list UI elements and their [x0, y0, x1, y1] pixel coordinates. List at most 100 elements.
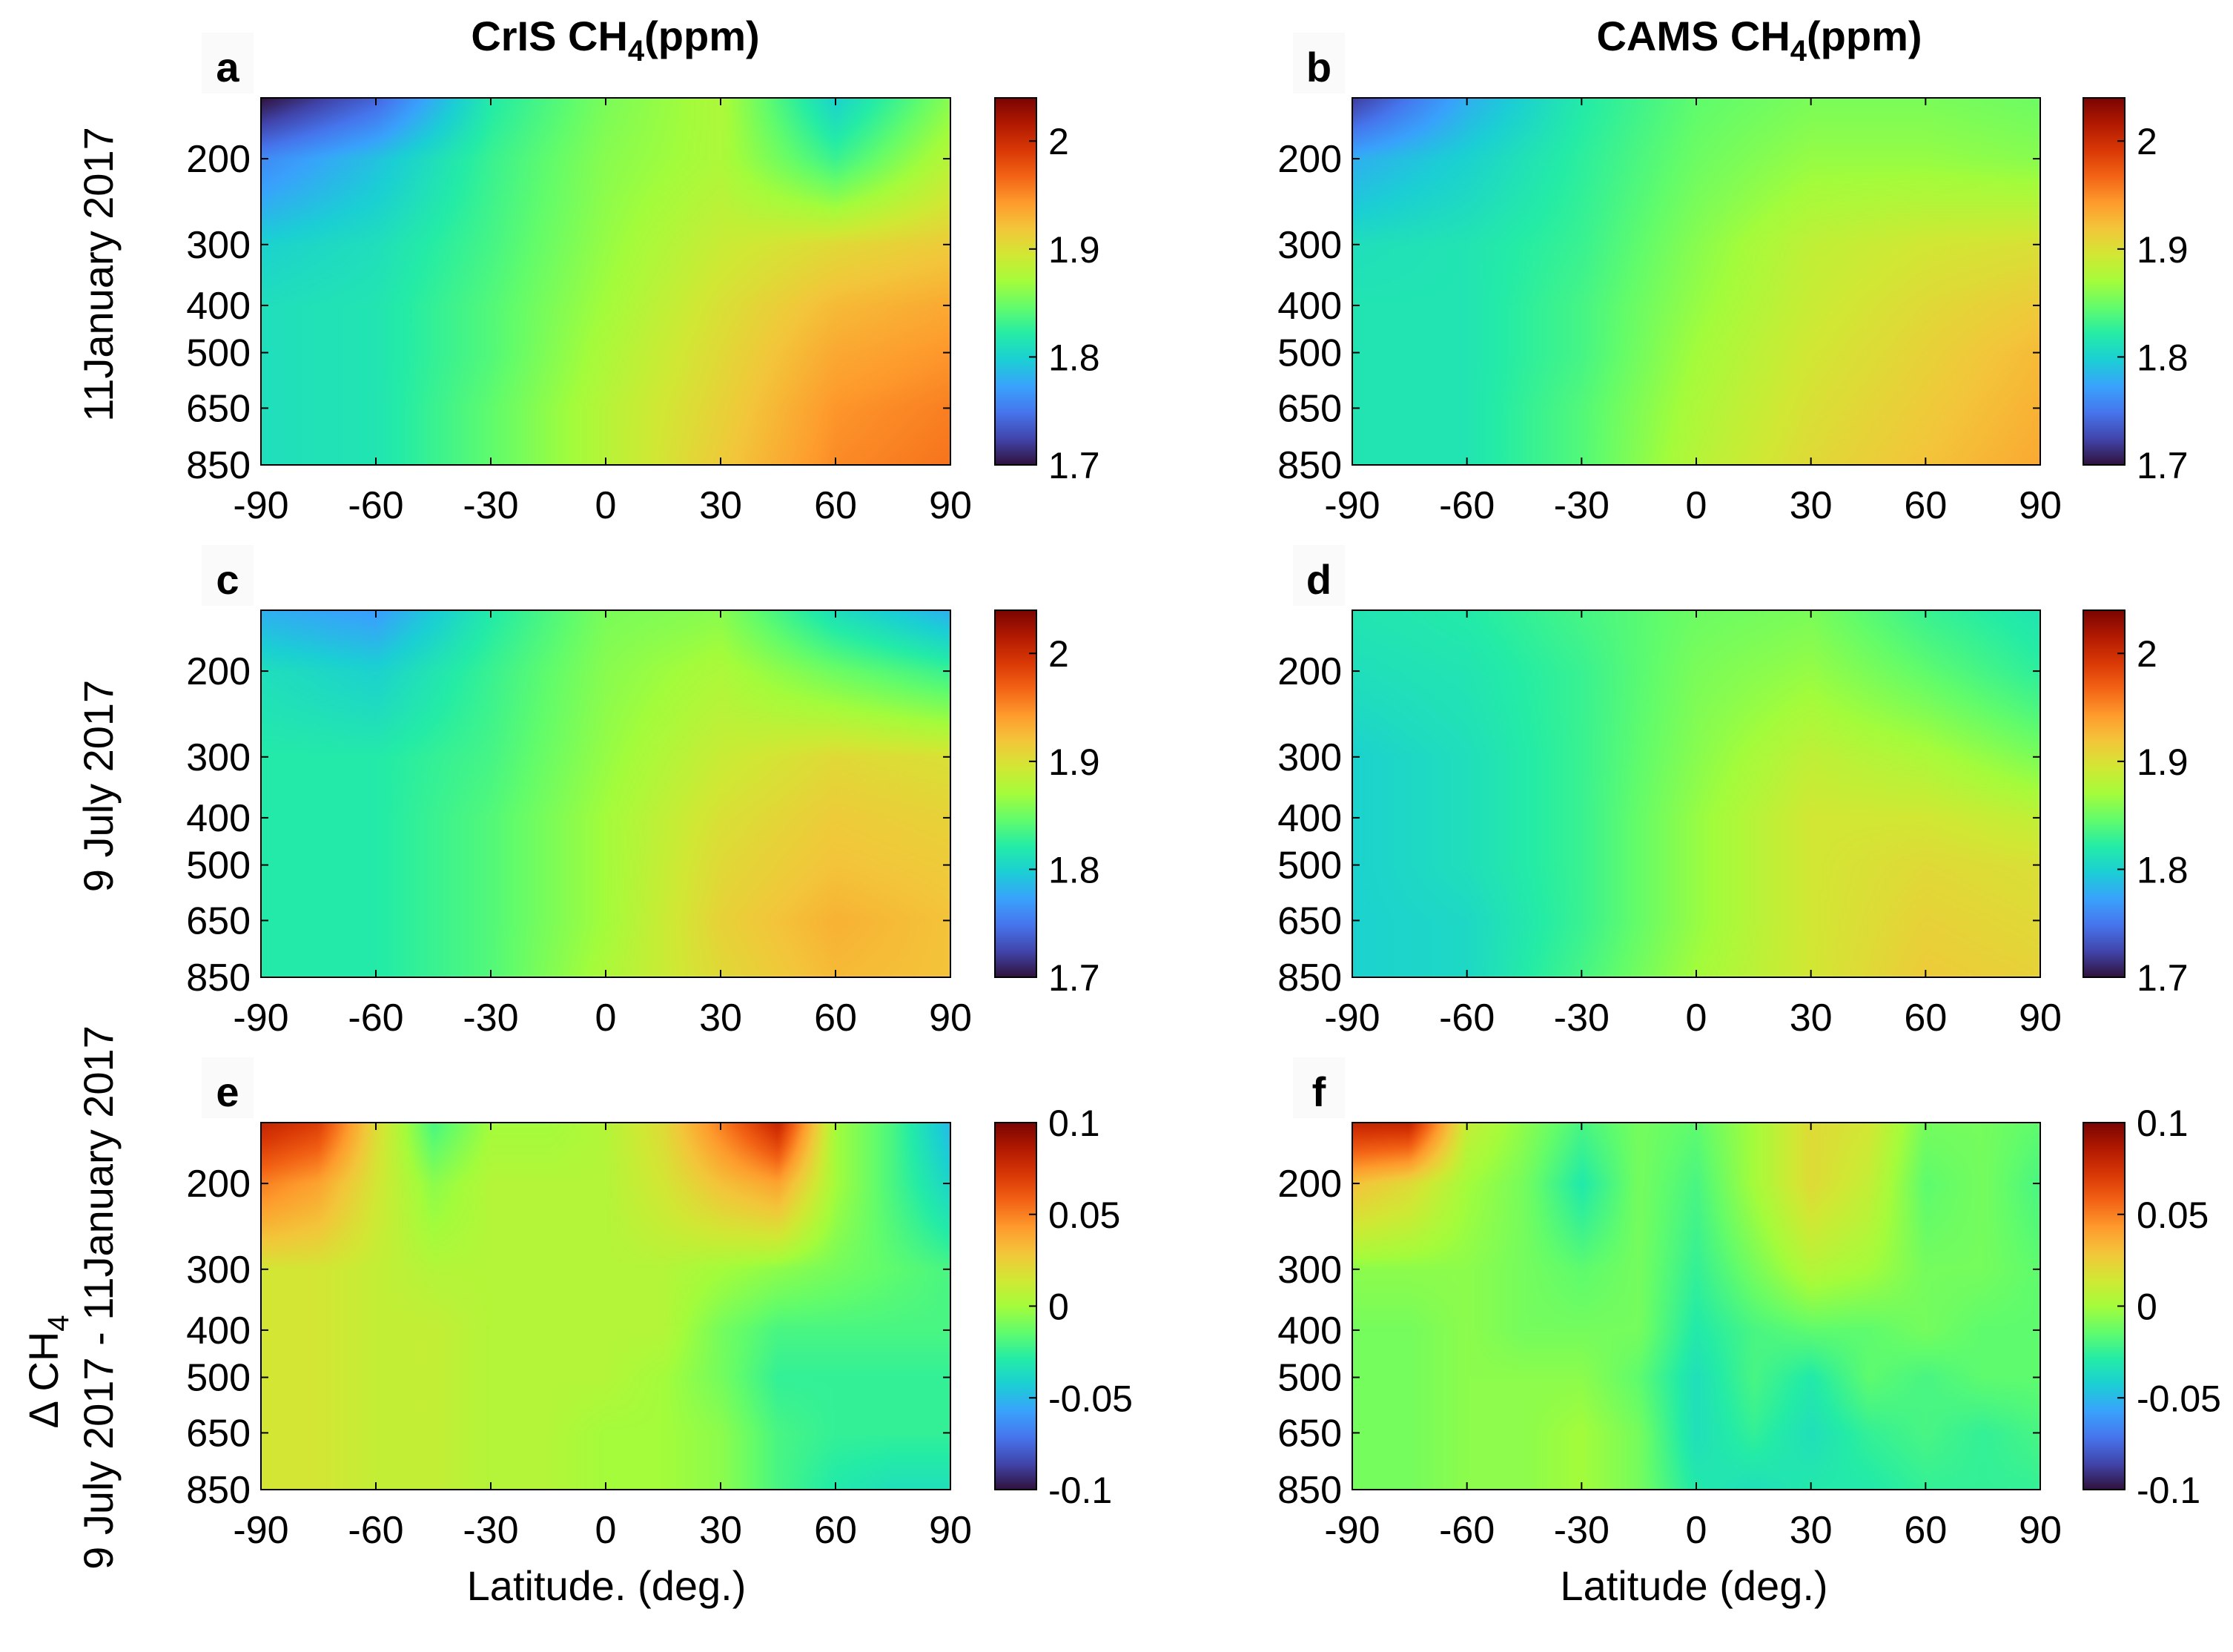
x-tick-label: 90	[2019, 1509, 2062, 1552]
y-tick-label: 200	[1277, 650, 1342, 693]
x-tick-label: -90	[1324, 1509, 1380, 1552]
colorbar-tick-label: 1.9	[1048, 229, 1100, 271]
x-tick-label: 90	[929, 484, 972, 527]
x-tick-label: 60	[1904, 1509, 1947, 1552]
colorbar-tick-label: 1.8	[2137, 337, 2189, 378]
y-tick-label: 300	[186, 736, 251, 779]
heatmap-f	[1352, 1123, 2040, 1490]
row-label-delta-sub: 4	[42, 1315, 75, 1331]
x-tick-label: 30	[699, 997, 742, 1040]
colorbar-tick-label: 2	[2137, 633, 2157, 675]
colorbar-tick-label: 0.1	[2137, 1103, 2189, 1144]
x-tick-label: 90	[929, 997, 972, 1040]
y-tick-label: 300	[186, 224, 251, 267]
y-tick-label: 500	[1277, 332, 1342, 375]
heatmap-e	[261, 1123, 950, 1490]
colorbar-tick-label: 1.9	[2137, 741, 2189, 783]
colorbar-tick-label: 0	[2137, 1286, 2157, 1328]
y-tick-label: 400	[1277, 797, 1342, 840]
colorbar-tick-label: 0.05	[2137, 1195, 2209, 1236]
row-label-january: 11January 2017	[75, 127, 122, 422]
colorbar-tick-label: 2	[1048, 121, 1069, 162]
column-title-cris-sub: 4	[628, 35, 645, 67]
colorbar-tick-label: 1.7	[1048, 445, 1100, 486]
y-tick-label: 500	[186, 1357, 251, 1400]
x-tick-label: -60	[348, 997, 403, 1040]
colorbar-tick-label: 0.05	[1048, 1195, 1120, 1236]
y-tick-label: 850	[1277, 444, 1342, 487]
x-tick-label: 60	[814, 997, 857, 1040]
x-tick-label: -90	[233, 1509, 288, 1552]
row-label-delta-dates: 9 July 2017 - 11January 2017	[75, 1025, 122, 1570]
x-tick-label: 0	[595, 1509, 617, 1552]
column-title-cams-tail: (ppm)	[1807, 13, 1922, 59]
y-tick-label: 200	[1277, 1163, 1342, 1206]
heatmap-d	[1352, 610, 2040, 977]
panel-letter-e: e	[216, 1068, 239, 1115]
column-title-cris-tail: (ppm)	[644, 13, 760, 59]
x-tick-label: -30	[1554, 1509, 1610, 1552]
panel-e: e -90 -60 -30 0 30 60 90 200 300 400 500 650 850 -0.1 -…	[186, 1057, 1133, 1552]
x-tick-label: -90	[1324, 997, 1380, 1040]
heatmap-b	[1352, 98, 2040, 465]
x-tick-label: -90	[1324, 484, 1380, 527]
colorbar-tick-label: 2	[2137, 121, 2157, 162]
y-tick-label: 200	[1277, 138, 1342, 181]
panel-letter-a: a	[216, 44, 239, 90]
panel-letter-bg-a	[202, 33, 254, 93]
row-label-delta-main: Δ CH	[20, 1332, 67, 1429]
y-tick-label: 500	[186, 845, 251, 888]
panel-letter-bg-f	[1293, 1057, 1345, 1118]
x-tick-label: 60	[814, 484, 857, 527]
x-tick-label: -60	[1439, 997, 1495, 1040]
colorbar-tick-label: 1.9	[1048, 741, 1100, 783]
panel-f: f -90 -60 -30 0 30 60 90 200 300 400 500 650 850 -0.1 -…	[1277, 1057, 2221, 1552]
y-tick-label: 400	[186, 285, 251, 328]
colorbar-c	[994, 609, 1037, 978]
y-tick-label: 400	[1277, 1309, 1342, 1352]
colorbar-tick-label: 0.1	[1048, 1103, 1100, 1144]
panel-c: c -90 -60 -30 0 30 60 90 200 300 400 500 650 850 1.7 1.…	[186, 545, 1100, 1040]
column-title-cris: CrIS CH4(ppm)	[471, 13, 759, 67]
colorbar-tick-label: -0.05	[1048, 1378, 1133, 1419]
x-tick-label: -60	[348, 484, 403, 527]
panel-d: d -90 -60 -30 0 30 60 90 200 300 400 500 650 850 1.7 1.…	[1277, 545, 2189, 1040]
x-tick-label: 30	[699, 1509, 742, 1552]
x-tick-label: 0	[1686, 484, 1707, 527]
x-tick-label: 30	[1790, 1509, 1833, 1552]
colorbar-tick-label: -0.1	[1048, 1470, 1112, 1511]
x-tick-label: -60	[348, 1509, 403, 1552]
x-tick-label: 0	[1686, 1509, 1707, 1552]
y-tick-label: 650	[186, 1412, 251, 1455]
x-tick-label: -30	[1554, 997, 1610, 1040]
panel-letter-bg-e	[202, 1057, 254, 1118]
y-tick-label: 400	[186, 1309, 251, 1352]
y-tick-label: 850	[186, 444, 251, 487]
y-tick-label: 650	[1277, 899, 1342, 942]
y-tick-label: 300	[186, 1249, 251, 1292]
x-tick-label: -30	[1554, 484, 1610, 527]
y-tick-label: 500	[186, 332, 251, 375]
colorbar-tick-label: 1.9	[2137, 229, 2189, 271]
panel-letter-f: f	[1312, 1068, 1326, 1115]
column-title-cams: CAMS CH4(ppm)	[1596, 13, 1922, 67]
y-tick-label: 200	[186, 1163, 251, 1206]
colorbar-tick-label: 1.7	[1048, 957, 1100, 999]
x-tick-label: 60	[1904, 484, 1947, 527]
x-tick-label: 60	[814, 1509, 857, 1552]
y-tick-label: 650	[186, 899, 251, 942]
x-tick-label: 30	[699, 484, 742, 527]
colorbar-tick-label: 1.7	[2137, 445, 2189, 486]
panel-letter-c: c	[216, 556, 239, 603]
x-tick-label: 90	[929, 1509, 972, 1552]
x-axis-label-right: Latitude (deg.)	[1560, 1562, 1827, 1609]
colorbar-tick-label: -0.1	[2137, 1470, 2200, 1511]
panel-letter-bg-c	[202, 545, 254, 606]
y-tick-label: 500	[1277, 845, 1342, 888]
x-tick-label: -30	[463, 484, 518, 527]
column-title-cams-sub: 4	[1790, 35, 1807, 67]
x-tick-label: 30	[1790, 997, 1833, 1040]
y-tick-label: 400	[1277, 285, 1342, 328]
